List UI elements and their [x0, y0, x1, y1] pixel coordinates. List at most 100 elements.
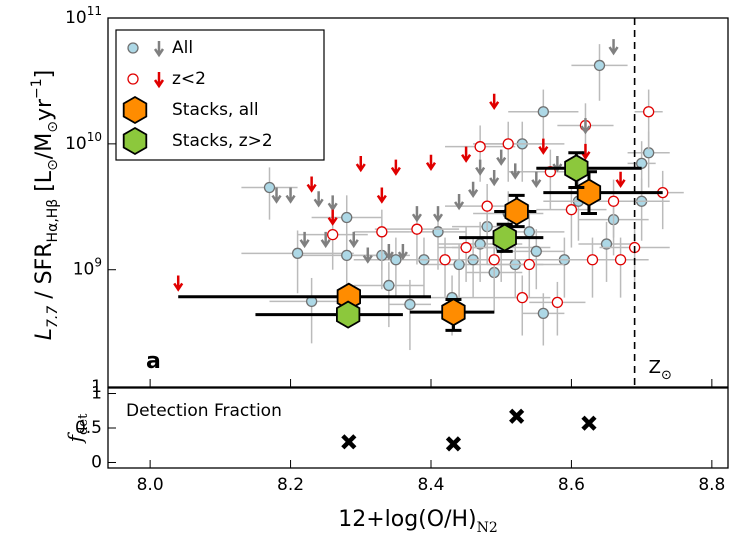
reference-label-sub: ⊙	[661, 368, 672, 383]
data-point	[551, 296, 564, 309]
upper-limit	[608, 39, 619, 56]
data-point	[376, 226, 388, 238]
upper-limit	[306, 176, 317, 193]
data-point	[523, 258, 535, 271]
ylabel-part: L	[32, 328, 57, 340]
marks	[173, 39, 684, 351]
y-tick-label: 1011	[65, 4, 102, 29]
annotation: Detection Fraction	[126, 401, 282, 421]
upper-limit	[489, 169, 500, 187]
upper-limit	[468, 181, 479, 199]
stack-marker	[576, 178, 602, 207]
tick-exponent: 11	[87, 4, 102, 18]
tick-base: 10	[73, 260, 95, 280]
x-tick-label: 8.2	[277, 475, 304, 495]
data-point	[537, 106, 549, 118]
tick-base: 10	[65, 134, 87, 154]
legend-marker	[153, 72, 165, 89]
data-point	[390, 254, 402, 266]
y-tick-label: 0.5	[75, 418, 102, 438]
legend-box	[115, 29, 325, 161]
tick-exponent: 10	[87, 129, 102, 143]
stack-marker	[504, 197, 529, 226]
reference-label: Z⊙	[649, 357, 672, 383]
legend-label: All	[172, 38, 193, 58]
data-point	[586, 254, 599, 266]
ylabel-part: ⊙	[45, 121, 61, 133]
upper-limit	[580, 143, 591, 161]
upper-limit	[320, 231, 331, 249]
data-point	[516, 291, 528, 304]
data-point	[383, 279, 395, 292]
upper-limit	[173, 275, 184, 292]
data-point	[481, 200, 493, 212]
data-point	[404, 298, 416, 311]
upper-limit	[348, 231, 359, 249]
x-tick-label: 8.0	[137, 475, 164, 495]
data-point	[474, 141, 486, 153]
data-point	[488, 254, 500, 266]
upper-limit	[615, 171, 626, 189]
data-point	[607, 195, 620, 207]
upper-limit	[531, 171, 542, 189]
upper-limit	[285, 187, 296, 204]
data-point	[593, 59, 606, 72]
ylabel-part: yr	[32, 98, 57, 121]
y-tick-label: 0	[91, 452, 102, 472]
ylabel-part: 7.7	[45, 306, 61, 328]
data-point	[614, 254, 627, 266]
legend-marker	[122, 95, 148, 125]
stack-marker	[492, 223, 517, 252]
detection-fraction-marker	[341, 434, 357, 450]
x-tick-label: 8.4	[417, 475, 444, 495]
upper-limit	[327, 195, 338, 212]
upper-limit	[538, 138, 549, 155]
panel-label: a	[146, 349, 161, 374]
legend-label: Stacks, all	[172, 100, 259, 120]
x-tick-label: 8.8	[698, 475, 725, 495]
main-frame	[107, 17, 729, 388]
legend-label: Stacks, z>2	[172, 131, 273, 151]
data-point	[341, 211, 353, 224]
y-tick-label: 1	[91, 384, 102, 404]
upper-limit	[271, 187, 282, 204]
y-axis-label: L7.7 / SFRHα,Hβ [L⊙/M⊙yr−1]	[29, 70, 61, 341]
upper-limit	[383, 244, 394, 261]
data-point	[263, 181, 276, 194]
upper-limit	[475, 159, 486, 176]
ylabel-part: /M	[32, 133, 57, 159]
data-point	[460, 241, 472, 254]
data-point	[291, 247, 304, 259]
upper-limit	[496, 149, 507, 166]
ylabel-part: ⊙	[45, 159, 61, 171]
upper-limit	[454, 193, 465, 211]
upper-limit	[461, 146, 472, 163]
tick-base: 1	[91, 377, 102, 397]
tick-exponent: 9	[94, 255, 102, 269]
x-axis-label: 12+log(O/H)N2	[338, 507, 498, 536]
data-point	[537, 307, 549, 320]
xlabel-sub: N2	[477, 520, 498, 536]
data-point	[643, 106, 655, 118]
upper-limit	[376, 187, 387, 204]
ylabel-part: [L	[32, 170, 57, 199]
legend-marker	[127, 42, 139, 54]
legend-marker	[127, 73, 139, 85]
data-point	[600, 238, 613, 250]
upper-limit	[327, 209, 338, 226]
legend-marker	[122, 126, 148, 156]
ylabel-part: Hα,Hβ	[45, 199, 61, 243]
detection-fraction-marker	[445, 436, 462, 452]
ylabel-sub: det	[76, 413, 91, 435]
data-point	[565, 204, 578, 216]
legend-marker	[153, 41, 165, 58]
upper-limit	[580, 118, 591, 135]
ylabel-part: ]	[32, 70, 57, 79]
upper-limit	[355, 156, 366, 173]
upper-limit	[299, 231, 310, 249]
stack-marker	[336, 300, 361, 329]
data-point	[327, 228, 339, 241]
data-point	[341, 249, 353, 262]
data-point	[502, 138, 514, 150]
